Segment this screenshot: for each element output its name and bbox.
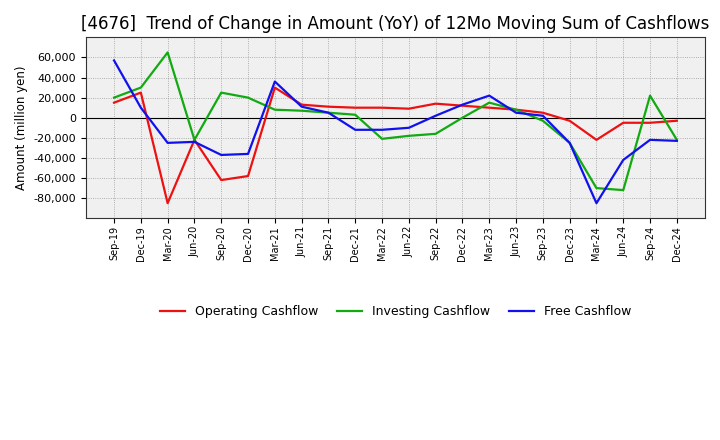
Investing Cashflow [163,50,172,55]
Free Cashflow [271,79,279,84]
Operating Cashflow [458,103,467,108]
Operating Cashflow [431,101,440,106]
Free Cashflow [378,127,387,132]
Free Cashflow [163,140,172,146]
Investing Cashflow [351,112,359,117]
Investing Cashflow [378,136,387,142]
Investing Cashflow [297,108,306,114]
Free Cashflow [539,113,547,118]
Free Cashflow [485,93,494,98]
Operating Cashflow [137,90,145,95]
Free Cashflow [512,110,521,115]
Operating Cashflow [485,105,494,110]
Operating Cashflow [271,85,279,90]
Free Cashflow [217,152,225,158]
Investing Cashflow [217,90,225,95]
Free Cashflow [190,139,199,144]
Investing Cashflow [109,95,118,100]
Y-axis label: Amount (million yen): Amount (million yen) [15,66,28,190]
Operating Cashflow [217,177,225,183]
Operating Cashflow [539,110,547,115]
Line: Investing Cashflow: Investing Cashflow [114,52,677,190]
Free Cashflow [324,110,333,115]
Investing Cashflow [512,107,521,112]
Operating Cashflow [565,118,574,123]
Free Cashflow [431,113,440,118]
Investing Cashflow [431,131,440,136]
Free Cashflow [405,125,413,130]
Operating Cashflow [244,173,253,179]
Line: Operating Cashflow: Operating Cashflow [114,88,677,203]
Operating Cashflow [672,118,681,123]
Free Cashflow [137,105,145,110]
Operating Cashflow [646,120,654,125]
Free Cashflow [109,58,118,63]
Investing Cashflow [458,115,467,121]
Operating Cashflow [297,102,306,107]
Investing Cashflow [190,137,199,143]
Free Cashflow [297,104,306,109]
Legend: Operating Cashflow, Investing Cashflow, Free Cashflow: Operating Cashflow, Investing Cashflow, … [155,301,636,323]
Investing Cashflow [271,107,279,112]
Operating Cashflow [190,137,199,143]
Free Cashflow [351,127,359,132]
Free Cashflow [244,151,253,157]
Operating Cashflow [512,107,521,112]
Free Cashflow [592,201,600,206]
Investing Cashflow [672,137,681,143]
Free Cashflow [565,140,574,146]
Investing Cashflow [565,140,574,146]
Investing Cashflow [324,110,333,115]
Investing Cashflow [405,133,413,139]
Investing Cashflow [592,186,600,191]
Operating Cashflow [592,137,600,143]
Operating Cashflow [351,105,359,110]
Investing Cashflow [137,85,145,90]
Operating Cashflow [324,104,333,109]
Investing Cashflow [646,93,654,98]
Investing Cashflow [244,95,253,100]
Line: Free Cashflow: Free Cashflow [114,60,677,203]
Operating Cashflow [163,201,172,206]
Investing Cashflow [485,100,494,105]
Free Cashflow [646,137,654,143]
Free Cashflow [458,102,467,107]
Free Cashflow [619,158,628,163]
Operating Cashflow [619,120,628,125]
Investing Cashflow [619,187,628,193]
Operating Cashflow [378,105,387,110]
Title: [4676]  Trend of Change in Amount (YoY) of 12Mo Moving Sum of Cashflows: [4676] Trend of Change in Amount (YoY) o… [81,15,710,33]
Operating Cashflow [109,100,118,105]
Operating Cashflow [405,106,413,111]
Free Cashflow [672,138,681,143]
Investing Cashflow [539,118,547,123]
